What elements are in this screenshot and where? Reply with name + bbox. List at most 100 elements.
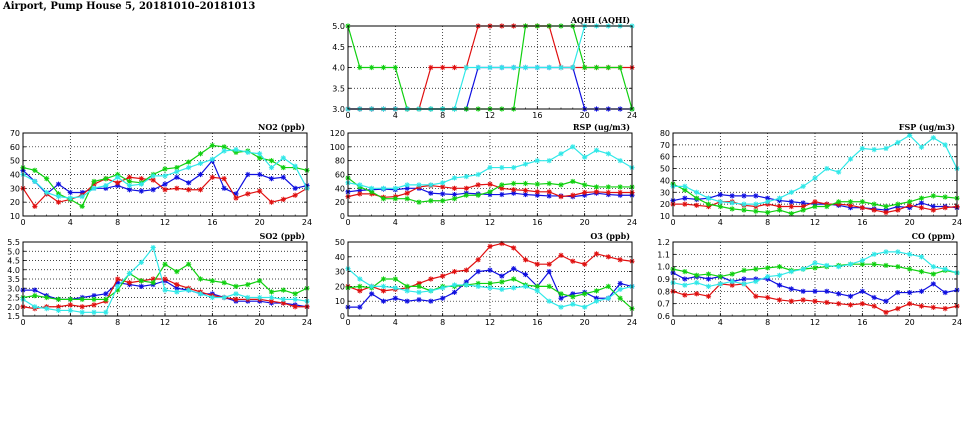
- data-point-red: [918, 205, 925, 211]
- data-point-cyan: [357, 182, 363, 188]
- data-point-green: [570, 294, 576, 300]
- x-tick-label: 4: [393, 218, 398, 227]
- data-point-green: [522, 180, 529, 187]
- data-point-green: [280, 287, 286, 293]
- data-point-blue: [741, 276, 747, 282]
- data-point-green: [617, 64, 623, 71]
- data-point-cyan: [392, 285, 398, 291]
- data-point-cyan: [582, 154, 588, 160]
- data-point-cyan: [91, 185, 97, 191]
- data-point-cyan: [847, 261, 854, 267]
- data-point-cyan: [570, 144, 576, 150]
- x-tick-label: 8: [765, 318, 770, 327]
- data-point-blue: [534, 192, 540, 198]
- data-point-cyan: [942, 142, 948, 148]
- data-point-cyan: [705, 195, 712, 201]
- y-tick-label: 70: [660, 141, 670, 150]
- data-point-green: [392, 276, 398, 282]
- x-tick-label: 16: [207, 218, 217, 227]
- data-point-cyan: [582, 304, 588, 310]
- data-point-cyan: [729, 278, 735, 285]
- data-point-green: [55, 296, 62, 302]
- data-point-blue: [824, 288, 830, 294]
- data-point-green: [404, 196, 410, 202]
- y-tick-label: 2.5: [7, 294, 20, 303]
- data-point-red: [221, 176, 227, 182]
- data-point-cyan: [257, 151, 263, 157]
- data-point-blue: [186, 180, 192, 186]
- data-point-green: [741, 207, 747, 213]
- data-point-cyan: [546, 64, 552, 71]
- data-point-cyan: [245, 149, 251, 155]
- data-point-cyan: [617, 158, 623, 164]
- y-tick-label: 60: [10, 143, 20, 152]
- data-point-blue: [440, 295, 446, 301]
- data-point-red: [682, 292, 688, 298]
- data-point-cyan: [895, 249, 901, 255]
- x-tick-label: 24: [627, 111, 637, 120]
- data-point-red: [617, 257, 623, 263]
- data-point-green: [546, 180, 552, 187]
- data-point-red: [268, 298, 275, 304]
- data-point-cyan: [369, 283, 375, 289]
- y-tick-label: 70: [10, 129, 20, 138]
- data-point-green: [930, 271, 936, 277]
- data-point-cyan: [705, 283, 712, 289]
- data-point-blue: [499, 191, 505, 198]
- y-tick-label: 40: [335, 184, 345, 193]
- data-point-green: [918, 269, 925, 275]
- data-point-green: [280, 164, 286, 171]
- y-tick-label: 0: [340, 212, 345, 221]
- x-tick-label: 4: [393, 318, 398, 327]
- data-point-cyan: [824, 262, 830, 269]
- data-point-blue: [847, 293, 854, 299]
- y-tick-label: 1.0: [657, 263, 670, 272]
- x-tick-label: 20: [255, 218, 265, 227]
- data-point-cyan: [79, 194, 85, 200]
- data-point-cyan: [67, 307, 73, 314]
- data-point-cyan: [499, 64, 505, 71]
- data-point-green: [605, 283, 611, 289]
- x-tick-label: 12: [160, 318, 170, 327]
- data-point-cyan: [800, 183, 806, 189]
- x-tick-label: 24: [302, 318, 312, 327]
- data-point-green: [582, 291, 588, 297]
- data-point-cyan: [174, 289, 180, 295]
- x-tick-label: 12: [810, 218, 820, 227]
- data-point-cyan: [558, 151, 564, 157]
- data-point-cyan: [499, 286, 505, 292]
- data-point-red: [162, 187, 168, 193]
- y-tick-label: 80: [660, 129, 670, 138]
- data-point-blue: [617, 192, 623, 198]
- data-point-blue: [392, 295, 398, 301]
- y-tick-label: 30: [660, 188, 670, 197]
- data-point-red: [582, 189, 588, 196]
- data-point-blue: [800, 200, 806, 206]
- data-point-blue: [682, 276, 688, 282]
- y-tick-label: 5.0: [7, 247, 20, 256]
- data-point-cyan: [682, 183, 688, 189]
- data-point-blue: [729, 193, 735, 199]
- data-point-cyan: [836, 264, 842, 270]
- data-point-blue: [930, 281, 936, 287]
- data-point-cyan: [91, 309, 97, 315]
- data-point-red: [451, 185, 458, 191]
- data-point-cyan: [115, 174, 121, 180]
- data-point-cyan: [257, 294, 263, 301]
- data-point-red: [883, 209, 889, 216]
- data-point-green: [558, 291, 564, 297]
- data-point-red: [162, 276, 168, 282]
- data-point-cyan: [918, 254, 925, 260]
- panel-rsp: 0 20 40 60 80 100 120 0 4 8 12 16 20 24 RSP (ug/m3): [330, 122, 637, 227]
- data-point-green: [91, 178, 97, 185]
- data-point-green: [593, 64, 600, 71]
- data-point-green: [847, 199, 854, 205]
- y-tick-label: 0.9: [657, 275, 670, 284]
- data-point-cyan: [776, 195, 783, 201]
- data-point-red: [32, 203, 38, 209]
- data-point-cyan: [162, 173, 168, 179]
- data-point-blue: [918, 288, 925, 294]
- data-point-cyan: [233, 147, 239, 153]
- data-point-red: [245, 191, 251, 197]
- x-tick-label: 16: [532, 111, 542, 120]
